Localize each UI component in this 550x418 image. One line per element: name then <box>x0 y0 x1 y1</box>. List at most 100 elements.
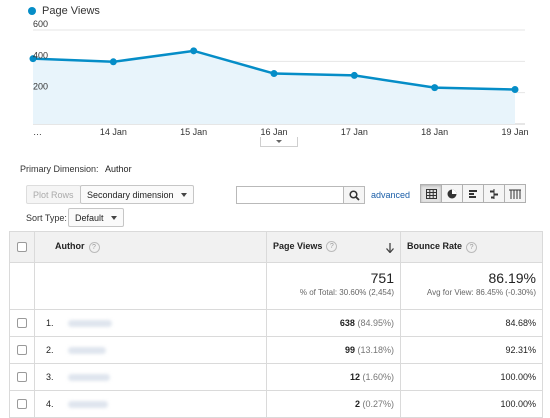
chevron-down-icon <box>180 192 187 197</box>
y-tick-label: 200 <box>33 82 48 92</box>
data-point[interactable] <box>190 47 198 55</box>
primary-dimension-value[interactable]: Author <box>105 164 132 174</box>
table-search-input[interactable] <box>236 186 344 204</box>
x-tick-label: 17 Jan <box>341 127 368 137</box>
view-performance-button[interactable] <box>462 184 484 203</box>
bar-list-icon <box>469 189 477 198</box>
table-row: 3. 12 (1.60%) 100.00% <box>9 363 543 391</box>
page-views-cell: 638 (84.95%) <box>266 309 401 337</box>
legend-dot <box>28 7 36 15</box>
page-views-value: 2 <box>354 399 360 409</box>
table-row: 2. 99 (13.18%) 92.31% <box>9 336 543 364</box>
x-tick-label: 14 Jan <box>100 127 127 137</box>
advanced-filter-link[interactable]: advanced <box>371 190 411 200</box>
table-header-row: Author? Page Views? Bounce Rate? <box>9 231 543 263</box>
summary-empty-cell <box>9 262 35 310</box>
chevron-down-icon <box>110 215 117 220</box>
page-views-percent: (1.60%) <box>362 372 394 382</box>
plot-rows-button[interactable]: Plot Rows <box>26 185 81 204</box>
page-views-column-header[interactable]: Page Views? <box>266 231 401 263</box>
sort-type-dropdown[interactable]: Default <box>68 208 124 227</box>
report-table: Author? Page Views? Bounce Rate? 751 % o… <box>9 231 543 418</box>
page-views-cell: 12 (1.60%) <box>266 363 401 391</box>
view-comparison-button[interactable] <box>483 184 505 203</box>
row-checkbox[interactable] <box>17 372 27 383</box>
view-table-button[interactable] <box>420 184 442 203</box>
row-index: 3. <box>46 372 54 382</box>
secondary-dimension-dropdown[interactable]: Secondary dimension <box>80 185 194 204</box>
x-tick-label: 19 Jan <box>501 127 528 137</box>
page-views-header-label: Page Views <box>273 241 323 251</box>
pivot-table-icon <box>509 189 521 199</box>
bounce-rate-cell: 92.31% <box>400 336 543 364</box>
help-icon[interactable]: ? <box>326 241 338 253</box>
redacted-author-name[interactable] <box>67 347 106 355</box>
row-checkbox[interactable] <box>17 345 27 356</box>
bounce-rate-cell: 84.68% <box>400 309 543 337</box>
row-checkbox-cell <box>9 363 35 391</box>
row-checkbox[interactable] <box>17 399 27 410</box>
page-views-percent: (84.95%) <box>357 318 394 328</box>
x-tick-label: 15 Jan <box>180 127 207 137</box>
x-tick-label: 18 Jan <box>421 127 448 137</box>
bounce-rate-column-header[interactable]: Bounce Rate? <box>400 231 543 263</box>
data-point[interactable] <box>350 71 358 79</box>
row-checkbox-cell <box>9 390 35 418</box>
page-views-value: 12 <box>349 372 360 382</box>
row-index: 2. <box>46 345 54 355</box>
view-pie-button[interactable] <box>441 184 463 203</box>
row-checkbox-cell <box>9 336 35 364</box>
help-icon[interactable]: ? <box>88 241 100 253</box>
grid-table-icon <box>425 188 437 199</box>
page-views-percent: (13.18%) <box>357 345 394 355</box>
data-point[interactable] <box>109 58 117 66</box>
author-cell: 3. <box>34 363 267 391</box>
bounce-rate-cell: 100.00% <box>400 390 543 418</box>
sort-type-value: Default <box>75 212 104 223</box>
data-point[interactable] <box>431 84 439 92</box>
redacted-author-name[interactable] <box>67 374 110 382</box>
search-button[interactable] <box>343 186 365 204</box>
sort-descending-arrow-icon <box>386 243 394 253</box>
author-cell: 2. <box>34 336 267 364</box>
page-views-cell: 99 (13.18%) <box>266 336 401 364</box>
bounce-rate-cell: 100.00% <box>400 363 543 391</box>
row-checkbox[interactable] <box>17 318 27 329</box>
summary-row: 751 % of Total: 30.60% (2,454) 86.19% Av… <box>9 262 543 310</box>
author-cell: 4. <box>34 390 267 418</box>
select-all-cell <box>9 231 35 263</box>
bounce-rate-header-label: Bounce Rate <box>407 241 463 252</box>
page-views-value: 638 <box>339 318 355 328</box>
data-point[interactable] <box>29 55 37 63</box>
help-icon[interactable]: ? <box>466 241 478 253</box>
x-tick-label: 16 Jan <box>260 127 287 137</box>
sort-type-label: Sort Type: <box>26 213 67 223</box>
y-tick-label: 400 <box>33 50 48 60</box>
y-tick-label: 600 <box>33 19 48 29</box>
chevron-down-icon <box>276 140 282 143</box>
row-index: 4. <box>46 399 54 409</box>
chart-legend: Page Views <box>28 5 100 17</box>
summary-page-views-total: % of Total: 30.60% (2,454) <box>299 288 394 297</box>
plot-rows-label: Plot Rows <box>33 189 74 200</box>
data-point[interactable] <box>511 86 519 94</box>
view-pivot-button[interactable] <box>504 184 526 203</box>
page-views-cell: 2 (0.27%) <box>266 390 401 418</box>
select-all-checkbox[interactable] <box>17 242 27 253</box>
primary-dimension-label: Primary Dimension: <box>20 164 99 174</box>
row-checkbox-cell <box>9 309 35 337</box>
author-header-label: Author <box>55 241 85 252</box>
summary-bounce-rate-avg: Avg for View: 86.45% (-0.30%) <box>426 288 536 297</box>
author-cell: 1. <box>34 309 267 337</box>
search-icon <box>348 189 360 201</box>
table-row: 4. 2 (0.27%) 100.00% <box>9 390 543 418</box>
redacted-author-name[interactable] <box>67 320 112 328</box>
summary-empty-cell <box>34 262 267 310</box>
chart-collapse-handle[interactable] <box>260 137 298 147</box>
redacted-author-name[interactable] <box>67 401 108 409</box>
table-view-switcher <box>420 184 526 203</box>
pie-chart-icon <box>447 189 457 198</box>
data-point[interactable] <box>270 70 278 78</box>
author-column-header[interactable]: Author? <box>34 231 267 263</box>
page-views-percent: (0.27%) <box>362 399 394 409</box>
